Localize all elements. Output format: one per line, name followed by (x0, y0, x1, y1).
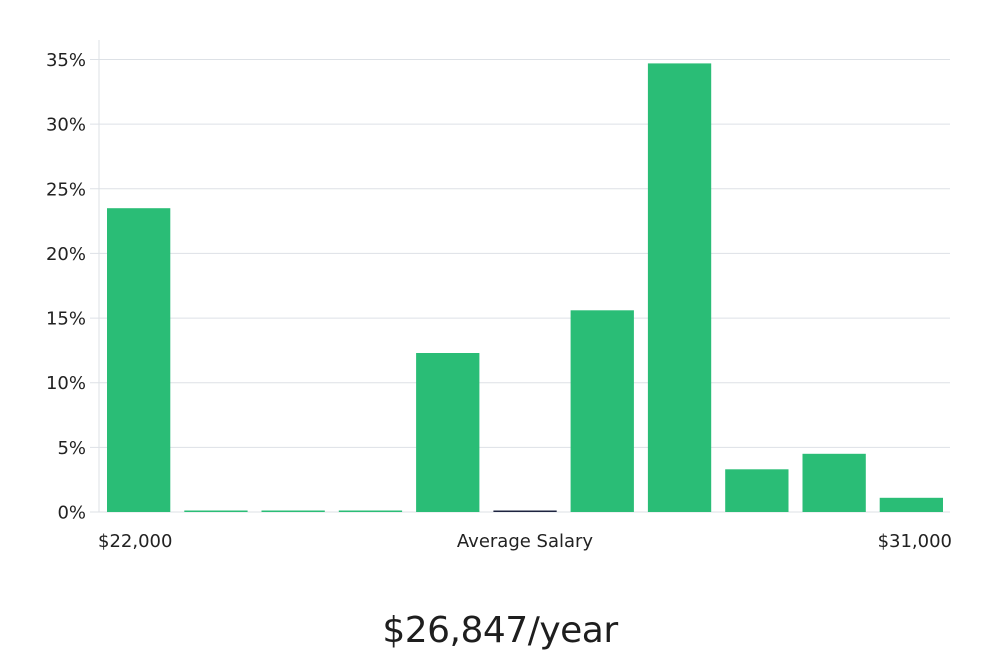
y-tick-label: 15% (46, 309, 86, 330)
bar (107, 208, 171, 512)
bar (725, 469, 789, 512)
salary-histogram: 0% 5% 10% 15% 20% 25% 30% 35% $22,000 Average S… (46, 40, 952, 552)
bar-average-marker (493, 510, 557, 512)
y-tick-label: 5% (57, 438, 86, 459)
grid-layer: 0% 5% 10% 15% 20% 25% 30% 35% (46, 40, 950, 524)
average-salary-amount: $26,847/year (382, 610, 618, 651)
y-tick-label: 0% (57, 503, 86, 524)
bar (802, 453, 866, 512)
y-tick-label: 35% (46, 50, 86, 71)
bar (570, 310, 634, 512)
bar (647, 63, 712, 513)
y-tick-label: 10% (46, 373, 86, 394)
bar (879, 497, 943, 512)
y-tick-label: 30% (46, 115, 86, 136)
y-tick-label: 25% (46, 179, 86, 200)
labels-layer: $22,000 Average Salary $31,000 (98, 531, 952, 552)
bar (338, 510, 403, 512)
x-start-label: $22,000 (98, 531, 172, 552)
bar (184, 510, 248, 512)
bar (261, 510, 325, 512)
y-tick-label: 20% (46, 244, 86, 265)
x-axis-title: Average Salary (457, 531, 594, 552)
x-end-label: $31,000 (878, 531, 952, 552)
bar (416, 353, 480, 512)
bars-layer (107, 63, 943, 513)
